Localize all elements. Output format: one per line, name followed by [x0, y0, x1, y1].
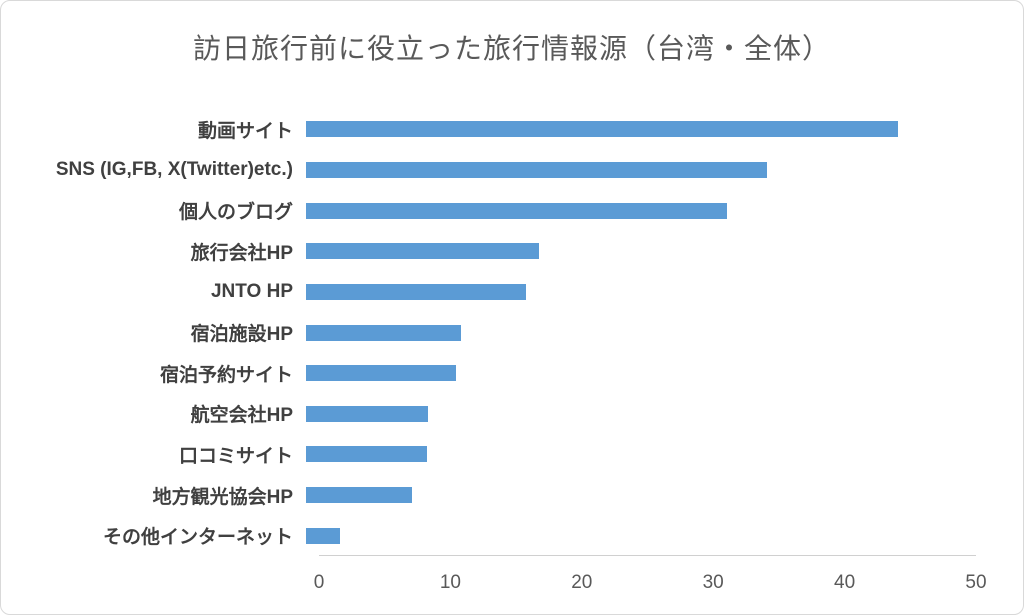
bar-track: [306, 231, 976, 272]
bar-row: 動画サイト: [1, 109, 976, 150]
category-label: JNTO HP: [210, 280, 293, 302]
bar-row: 宿泊施設HP: [1, 312, 976, 353]
bar-track: [306, 190, 976, 231]
bar-track: [306, 434, 976, 475]
bar: [306, 487, 412, 504]
chart-title: 訪日旅行前に役立った旅行情報源（台湾・全体）: [192, 33, 831, 64]
bar-track: [306, 475, 976, 516]
bar-track: [306, 272, 976, 313]
category-label: 旅行会社HP: [190, 242, 293, 264]
category-label: 個人のブログ: [178, 202, 293, 224]
bar: [306, 202, 727, 219]
bar-row: 航空会社HP: [1, 393, 976, 434]
bar: [306, 121, 899, 138]
x-tick-label: 30: [702, 572, 724, 593]
bar-row: SNS (IG,FB, X(Twitter)etc.): [1, 150, 976, 191]
bar-track: [306, 312, 976, 353]
category-label: 動画サイト: [197, 120, 293, 142]
category-label: 地方観光協会HP: [152, 486, 293, 508]
bar-rows: 動画サイト SNS (IG,FB, X(Twitter)etc.) 個人のブログ旅行…: [1, 109, 976, 556]
category-label: その他インターネット: [102, 527, 293, 549]
bar-track: [306, 393, 976, 434]
bar-track: [306, 353, 976, 394]
bar-row: 口コミサイト: [1, 434, 976, 475]
bar-row: 旅行会社HP: [1, 231, 976, 272]
bar-row: 個人のブログ: [1, 190, 976, 231]
bar: [306, 365, 457, 382]
x-tick-label: 20: [571, 572, 593, 593]
x-tick-label: 0: [313, 572, 325, 593]
bar: [306, 283, 526, 300]
bar: [306, 161, 767, 178]
bar-row: 地方観光協会HP: [1, 475, 976, 516]
x-tick-label: 40: [834, 572, 856, 593]
bar-track: [306, 109, 976, 150]
bar: [306, 324, 462, 341]
category-label: 口コミサイト: [178, 445, 293, 467]
bar-track: [306, 515, 976, 556]
bar-row: 宿泊予約サイト: [1, 353, 976, 394]
category-label: SNS (IG,FB, X(Twitter)etc.): [55, 158, 293, 180]
category-label: 宿泊予約サイト: [159, 364, 293, 386]
x-axis-line: [319, 555, 976, 556]
x-tick-label: 50: [965, 572, 987, 593]
bar: [306, 243, 540, 260]
x-tick-label: 10: [439, 572, 461, 593]
category-label: 宿泊施設HP: [190, 324, 293, 346]
bar: [306, 527, 340, 544]
bar-row: その他インターネット: [1, 515, 976, 556]
bar: [306, 405, 428, 422]
x-axis: 0 10 20 30 40 50: [314, 572, 987, 598]
bar-track: [306, 150, 976, 191]
category-label: 航空会社HP: [190, 405, 293, 427]
bar: [306, 446, 427, 463]
bar-row: JNTO HP: [1, 272, 976, 313]
